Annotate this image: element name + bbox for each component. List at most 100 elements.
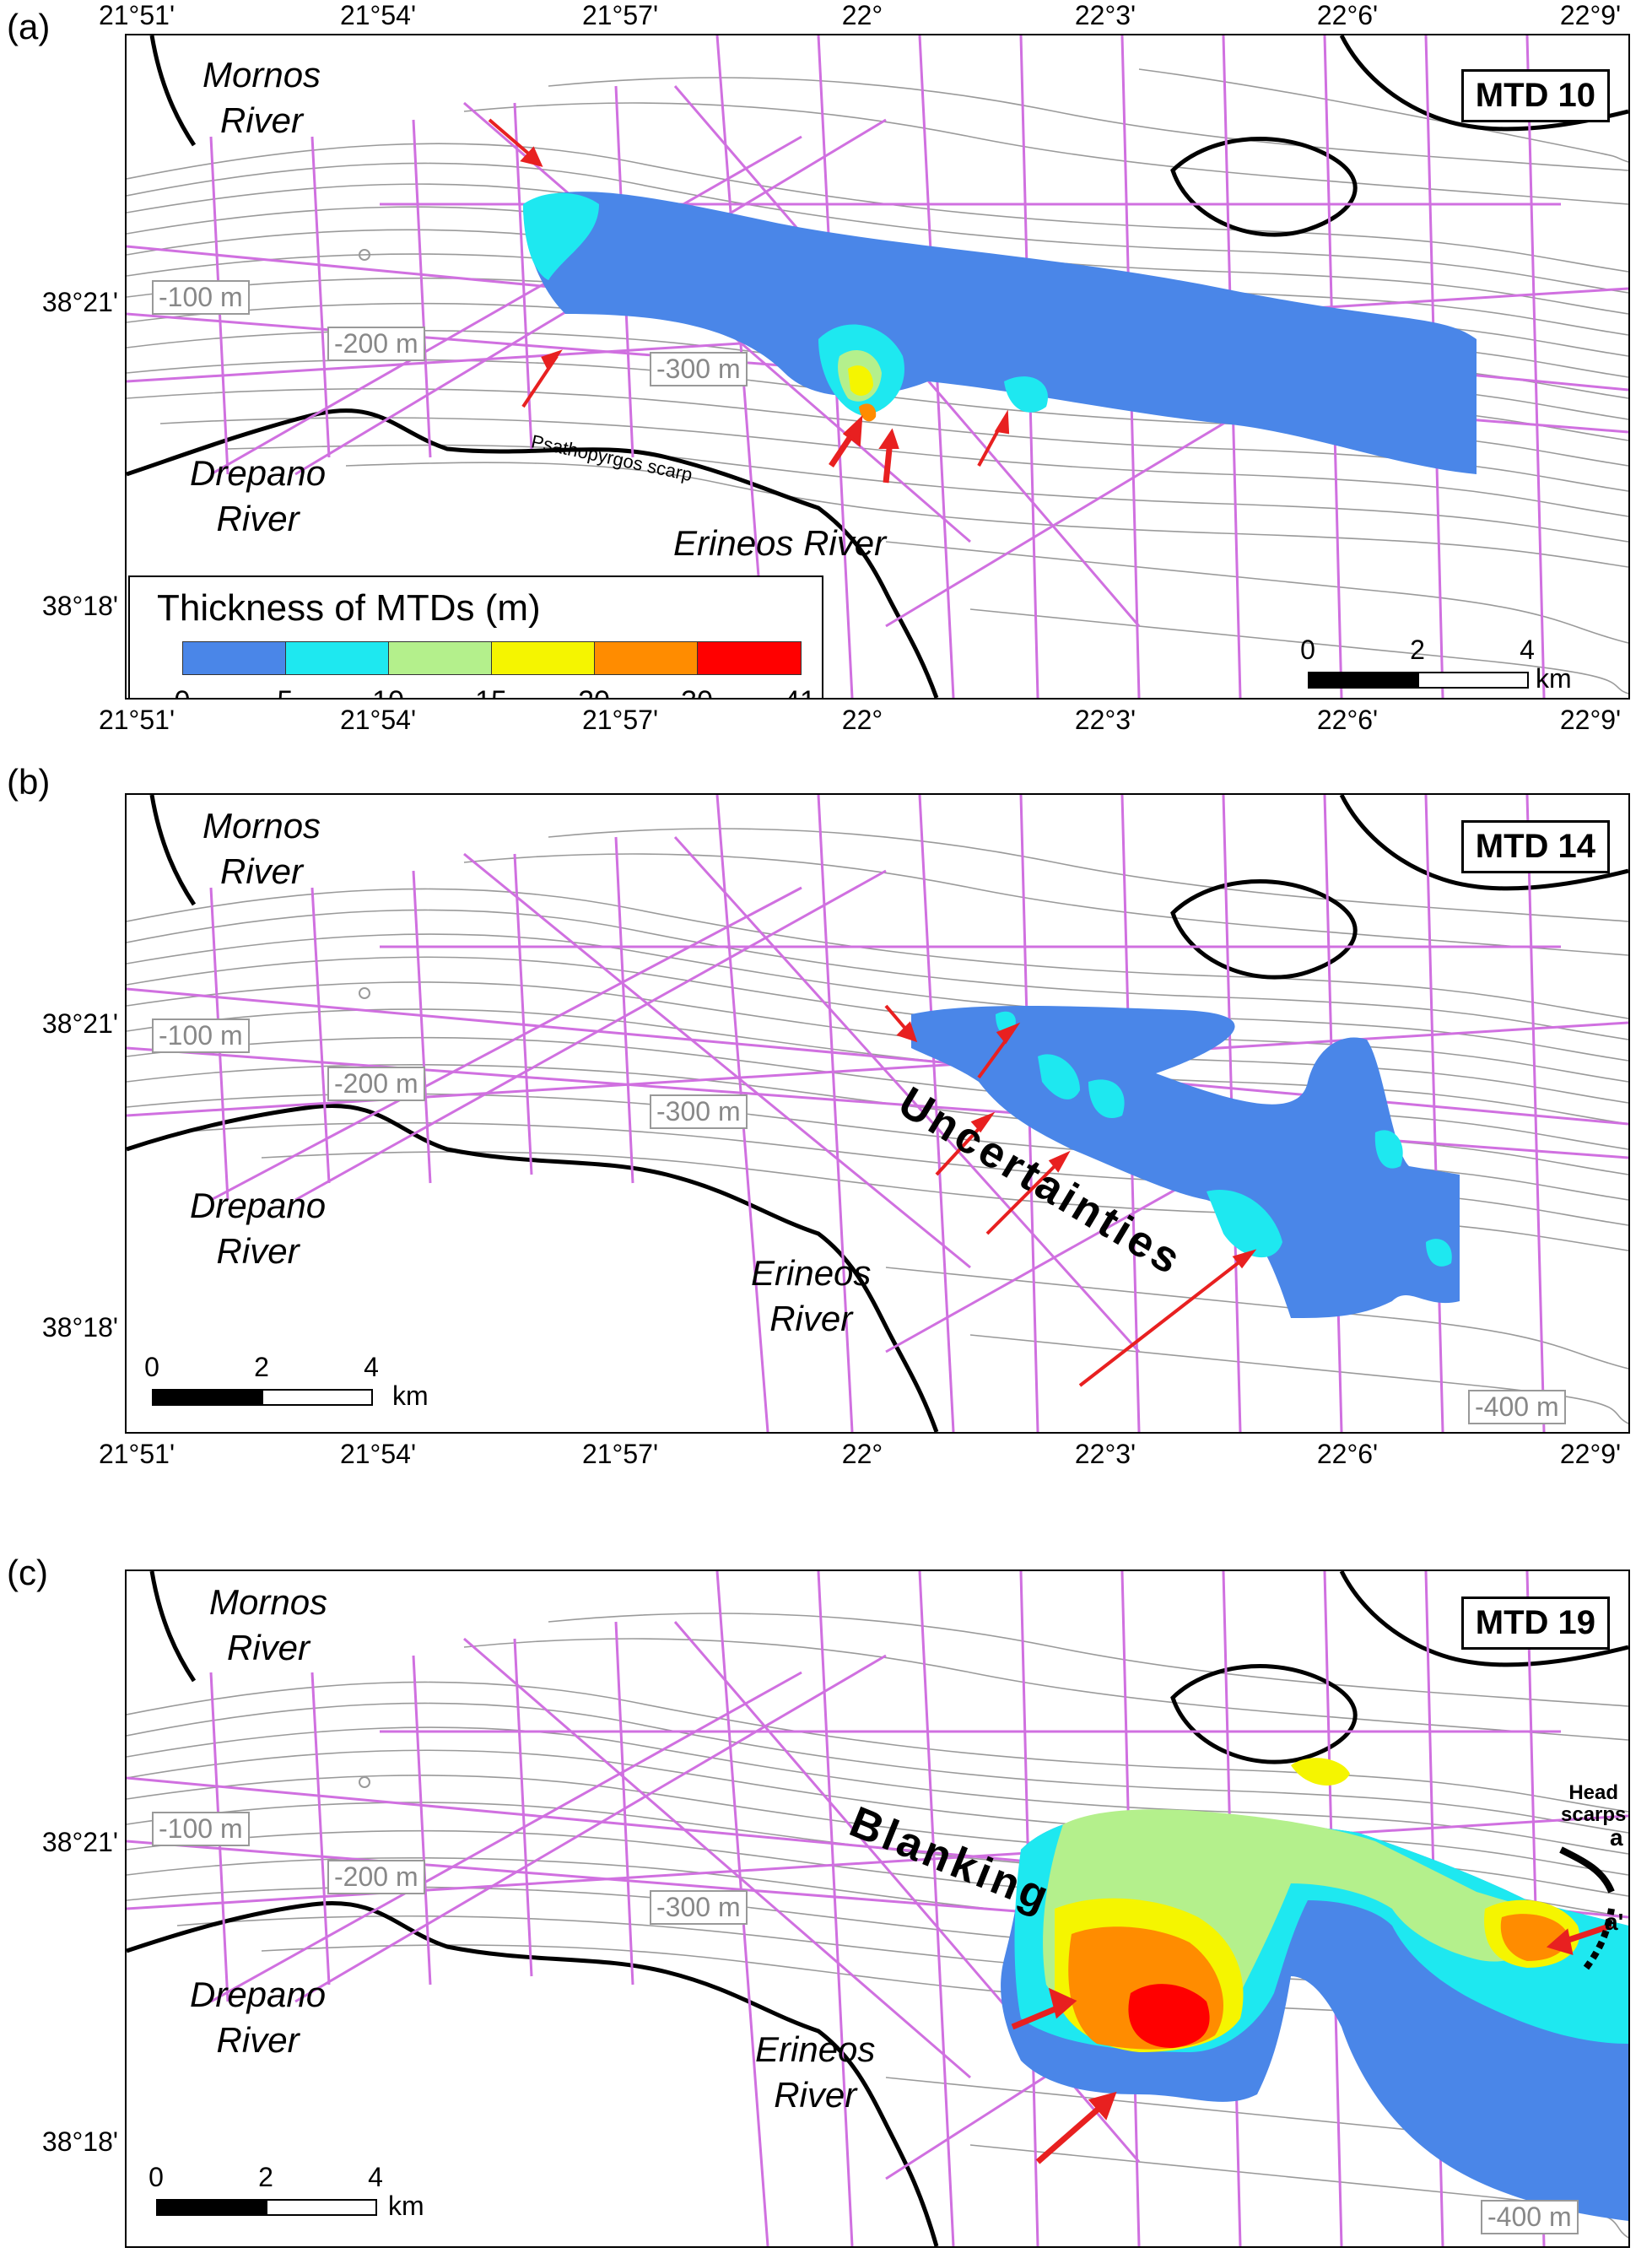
river-label: Erineos River <box>751 1251 871 1342</box>
lon-tick: 21°54' <box>339 1439 417 1469</box>
river-label-line: Mornos <box>202 55 321 95</box>
red-arrow <box>1078 1253 1250 1387</box>
panel-c: (c) 38°21' 38°18' <box>0 1494 1652 2253</box>
river-label-line: Drepano <box>190 1186 327 1225</box>
scale-bar: 0 2 4 km <box>148 2162 460 2221</box>
panel-a: (a) 21°51' 21°54' 21°57' 22° 22°3' 22°6'… <box>0 0 1652 743</box>
seismic-tracklines <box>127 795 1628 1432</box>
river-label: Mornos River <box>202 52 321 143</box>
river-label-line: River <box>220 100 304 140</box>
river-label: Mornos River <box>202 803 321 894</box>
mtd-thickness-fill <box>911 1006 1460 1318</box>
map-canvas <box>127 35 1628 698</box>
legend-break: 30 <box>681 685 713 698</box>
mtd-area <box>1004 376 1048 413</box>
legend: Thickness of MTDs (m) 0 5 10 15 20 30 41 <box>128 575 823 698</box>
coastline <box>127 35 1628 698</box>
mtd-area <box>523 192 599 280</box>
mtd-area <box>848 365 873 396</box>
depth-label: -100 m <box>152 280 250 315</box>
scale-bar: 0 2 4 km <box>1300 635 1612 694</box>
depth-label: -200 m <box>327 1860 425 1894</box>
depth-label: -400 m <box>1481 2200 1579 2234</box>
lon-tick: 22°9' <box>1559 705 1622 735</box>
lon-tick: 21°51' <box>98 0 175 30</box>
depth-label: -300 m <box>650 1094 748 1129</box>
depth-label: -300 m <box>650 352 748 386</box>
river-label-line: River <box>769 1299 853 1338</box>
lat-tick: 38°21' <box>41 287 118 317</box>
scale-unit: km <box>388 2191 424 2221</box>
scale-segment <box>1308 672 1419 689</box>
depth-label: -400 m <box>1468 1390 1566 1424</box>
river-label: Drepano River <box>190 451 326 542</box>
mtd-area <box>523 192 1477 474</box>
survey-marker <box>359 249 370 261</box>
river-label: Erineos River <box>673 523 887 563</box>
scale-segment <box>266 2199 377 2216</box>
scale-segment <box>262 1389 373 1406</box>
river-label-line: River <box>774 2075 857 2115</box>
river-label-line: Mornos <box>209 1582 328 1622</box>
mtd-label: MTD 19 <box>1460 1597 1610 1650</box>
depth-label: -200 m <box>327 327 425 361</box>
lon-tick: 21°54' <box>339 0 417 30</box>
scale-tick: 2 <box>254 1352 269 1382</box>
scale-segment <box>156 2199 267 2216</box>
lon-tick: 22°3' <box>1074 0 1136 30</box>
scale-tick: 0 <box>148 2162 164 2192</box>
slide-arrows <box>1011 1922 1613 2164</box>
river-label-line: River <box>216 2020 300 2060</box>
legend-swatch <box>697 641 802 675</box>
scale-tick: 0 <box>1300 635 1315 665</box>
mtd-thickness-fill <box>1001 1758 1628 2221</box>
lon-tick: 22° <box>841 1439 883 1469</box>
mtd-area <box>1426 1239 1452 1267</box>
legend-break: 5 <box>278 685 294 698</box>
red-arrow <box>985 1156 1065 1235</box>
lon-tick: 21°57' <box>581 705 659 735</box>
lon-tick: 21°57' <box>581 1439 659 1469</box>
lon-tick: 22°9' <box>1559 1439 1622 1469</box>
survey-marker <box>359 1776 370 1788</box>
head-scarps-line: Head <box>1568 1781 1619 1804</box>
river-label-line: Drepano <box>190 453 327 493</box>
depth-label: -300 m <box>650 1890 748 1925</box>
lon-tick: 22° <box>841 0 883 30</box>
river-label-line: River <box>216 1231 300 1271</box>
depth-label: -100 m <box>152 1812 250 1846</box>
head-scarps-line: scarps <box>1561 1803 1627 1826</box>
slide-arrows <box>884 1004 1257 1387</box>
river-label: Drepano River <box>190 1183 326 1274</box>
mtd-thickness-fill <box>523 192 1477 474</box>
map-frame: MTD 14 -100 m -200 m -300 m -400 m Morno… <box>125 793 1630 1434</box>
profile-point-a: a <box>1610 1824 1623 1850</box>
lat-tick: 38°18' <box>41 2126 118 2157</box>
scale-unit: km <box>1536 663 1572 694</box>
mtd-area <box>1374 1130 1403 1169</box>
lon-tick: 22°3' <box>1074 705 1136 735</box>
river-label-line: Drepano <box>190 1975 327 2014</box>
legend-break: 41 <box>784 685 816 698</box>
legend-swatch <box>285 641 390 675</box>
scale-tick: 2 <box>258 2162 273 2192</box>
lat-tick: 38°18' <box>41 1312 118 1343</box>
legend-swatch <box>388 641 493 675</box>
mtd-label: MTD 10 <box>1460 69 1610 122</box>
panel-letter: (a) <box>7 7 51 46</box>
scale-unit: km <box>392 1380 429 1411</box>
scale-segment <box>1417 672 1529 689</box>
map-frame: MTD 19 -100 m -200 m -300 m -400 m Morno… <box>125 1570 1630 2248</box>
lon-tick: 21°51' <box>98 1439 175 1469</box>
mtd-label: MTD 14 <box>1460 820 1610 873</box>
river-label: Mornos River <box>209 1580 327 1671</box>
scale-tick: 4 <box>368 2162 383 2192</box>
head-scarp-marks <box>1559 1846 1615 1970</box>
legend-break: 0 <box>175 685 191 698</box>
panel-b: (b) 38°21' 38°18' 21°51' 21°54' 21°57' 2… <box>0 755 1652 1498</box>
lat-tick: 38°21' <box>41 1827 118 1857</box>
legend-break: 10 <box>372 685 404 698</box>
lon-tick: 21°54' <box>339 705 417 735</box>
lon-tick: 22°6' <box>1316 0 1379 30</box>
lon-tick: 22°6' <box>1316 1439 1379 1469</box>
